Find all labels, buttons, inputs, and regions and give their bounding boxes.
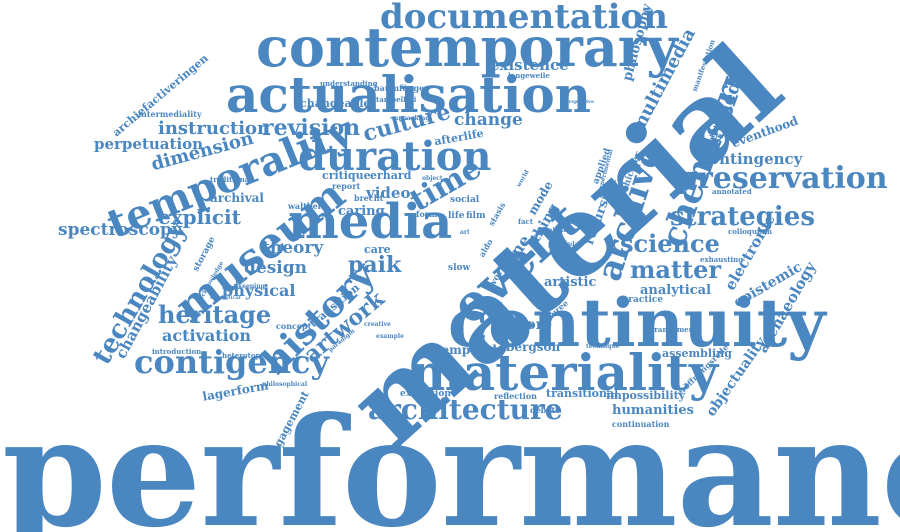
word: concept	[276, 321, 312, 331]
word: research	[500, 325, 530, 332]
word: tambellini	[376, 95, 417, 104]
word: contemporary	[256, 15, 678, 79]
word: langeweile	[508, 71, 550, 80]
word: contingency	[700, 150, 803, 168]
word: bergson	[506, 340, 561, 354]
word: intermediality	[138, 109, 202, 119]
word: baumfänger	[374, 83, 429, 93]
word: artistic	[544, 275, 597, 290]
word: traditional	[210, 175, 252, 184]
word: theoretical	[210, 295, 241, 301]
word: matter	[630, 255, 722, 284]
word: form	[416, 209, 438, 219]
word: strategies	[670, 202, 815, 232]
word: media	[288, 194, 453, 250]
word: slow	[448, 263, 471, 273]
word: life	[448, 211, 465, 221]
word: fact	[518, 217, 534, 226]
word: perpetuation	[94, 135, 204, 153]
word: colloquium	[728, 227, 773, 236]
word: instruction	[158, 118, 271, 139]
word: unpacking	[394, 115, 430, 122]
word: preservation	[676, 161, 888, 196]
word: world	[515, 168, 531, 189]
word: continuation	[612, 419, 670, 429]
word: humanities	[612, 403, 695, 418]
word: annotated	[712, 187, 752, 196]
word: arrangement	[646, 325, 698, 334]
word: impossibility	[606, 389, 686, 402]
word: particular	[548, 241, 582, 248]
word: perspective	[562, 99, 595, 105]
word: caring	[338, 204, 385, 219]
word: report	[332, 181, 361, 191]
word: theory	[262, 238, 324, 258]
word: introduction	[152, 347, 202, 356]
word: care	[364, 243, 391, 256]
word: materiality	[410, 343, 719, 402]
word: analytical	[640, 283, 712, 298]
word: design	[244, 258, 307, 278]
word: transitional	[546, 387, 619, 400]
word: actualisation	[226, 65, 592, 124]
word: revision	[262, 115, 361, 141]
word: reflection	[494, 391, 537, 401]
word: explicit	[158, 205, 241, 229]
word: documentation	[380, 0, 668, 37]
word: film	[466, 211, 486, 221]
word: duration	[298, 133, 492, 180]
word: spectroscopy	[58, 220, 182, 240]
word: creative	[364, 321, 391, 328]
word: contigency	[134, 343, 330, 381]
word: physical	[222, 281, 296, 300]
word: science	[620, 229, 720, 258]
word: debate	[530, 405, 561, 415]
word: erhard	[370, 169, 412, 182]
word: brecht	[354, 193, 384, 203]
word: social	[450, 195, 480, 205]
word: philosophical	[262, 381, 308, 388]
word: score	[510, 317, 553, 333]
word: changeable	[300, 97, 371, 110]
word: technique	[586, 343, 620, 350]
word: exhibition	[400, 389, 451, 399]
word: example	[376, 333, 404, 340]
word: paik	[348, 252, 402, 278]
word: assembling	[662, 347, 732, 360]
word: critique	[322, 169, 371, 182]
word: performance	[2, 385, 900, 532]
word: keeping	[238, 283, 265, 290]
word: architecture	[368, 393, 563, 426]
word: object	[422, 175, 443, 182]
word: practice	[622, 295, 664, 305]
word: heterotopia	[222, 351, 268, 360]
word: existence	[490, 56, 569, 74]
word: activation	[162, 326, 252, 345]
word: change	[454, 110, 523, 130]
word: art	[460, 229, 470, 236]
word: understanding	[320, 79, 378, 88]
word: minding	[546, 227, 575, 234]
word: continuity	[448, 284, 826, 362]
word: exhausting	[700, 255, 744, 264]
word: writing	[474, 299, 503, 308]
word: walther	[288, 201, 322, 211]
word: temporal	[436, 343, 497, 357]
word: video	[366, 184, 411, 202]
word: archival	[210, 191, 264, 205]
word: heritage	[158, 300, 272, 329]
